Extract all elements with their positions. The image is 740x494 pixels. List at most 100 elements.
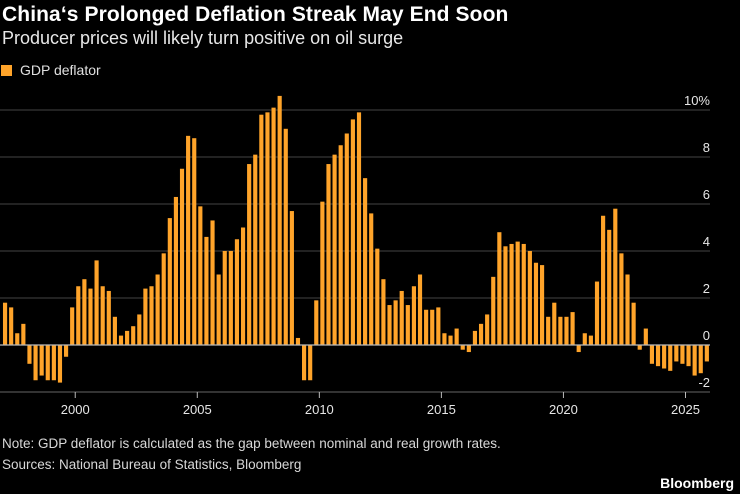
bar [2, 302, 8, 345]
bar [137, 314, 142, 345]
bar [631, 302, 636, 345]
bar [613, 208, 618, 345]
bar [33, 345, 38, 381]
bar [515, 241, 520, 345]
bar [369, 213, 374, 345]
bar [338, 145, 343, 345]
legend: GDP deflator [0, 62, 101, 78]
bar [363, 178, 368, 345]
bar [411, 286, 416, 345]
bar [570, 312, 575, 345]
bar [564, 316, 569, 345]
bar [521, 243, 526, 345]
bar [308, 345, 313, 381]
bar [460, 345, 465, 350]
bar [88, 288, 93, 345]
bar [271, 107, 276, 346]
bloomberg-logo: Bloomberg [660, 475, 734, 491]
bar [704, 345, 709, 362]
bar [497, 232, 502, 345]
bar [247, 164, 252, 345]
bar [39, 345, 44, 376]
bar [533, 262, 539, 345]
bar [503, 246, 508, 345]
bar [686, 345, 691, 367]
bar [70, 307, 75, 345]
bar [45, 345, 50, 381]
bar [198, 206, 203, 345]
bar [125, 330, 130, 345]
y-tick-label: 8 [703, 140, 710, 155]
bars [2, 95, 709, 383]
bar [15, 333, 20, 345]
bar [424, 309, 429, 345]
bar [149, 286, 154, 345]
bar [417, 274, 423, 345]
bar [430, 309, 435, 345]
y-tick-label: 0 [703, 328, 710, 343]
bar [216, 274, 221, 345]
y-tick-label: 4 [703, 234, 710, 249]
bar [576, 345, 581, 353]
x-tick-label: 2025 [671, 402, 700, 417]
bar [662, 345, 667, 369]
bar [173, 196, 178, 345]
bar [192, 138, 197, 345]
bar [332, 154, 337, 345]
bar [302, 345, 307, 381]
bar [283, 128, 288, 345]
bar [509, 243, 514, 345]
bar [619, 253, 624, 345]
bar [289, 211, 294, 345]
bar [643, 328, 648, 345]
bar [588, 335, 593, 345]
bar [601, 215, 606, 345]
bar [161, 253, 166, 345]
bar [607, 229, 612, 345]
legend-label: GDP deflator [20, 62, 101, 78]
bar [259, 114, 264, 345]
bar [546, 316, 551, 345]
y-tick-label: -2 [698, 375, 710, 390]
bar [375, 248, 380, 345]
bar [472, 330, 478, 345]
bar [637, 345, 642, 350]
bar [350, 119, 355, 346]
bar [680, 345, 685, 364]
bar [485, 314, 490, 345]
bar [674, 345, 679, 362]
bar [253, 154, 258, 345]
bar [527, 251, 532, 345]
bar [649, 345, 654, 364]
chart-title: China‘s Prolonged Deflation Streak May E… [2, 3, 509, 26]
bar [540, 265, 545, 345]
bar [143, 288, 148, 345]
bar [204, 236, 209, 345]
axes: -2 0 2 4 6 8 10% 2000 2005 2010 2015 2020 2025 [0, 93, 710, 417]
bar [94, 260, 99, 345]
bar [265, 112, 270, 345]
bar [106, 290, 111, 345]
bar [228, 251, 233, 345]
bar [582, 333, 587, 345]
bar [558, 316, 563, 345]
bar [625, 274, 630, 345]
footnote: Note: GDP deflator is calculated as the … [2, 436, 501, 451]
x-tick-label: 2000 [61, 402, 90, 417]
bar [240, 227, 246, 345]
bar [167, 218, 172, 345]
bar [692, 345, 697, 376]
bar [155, 274, 160, 345]
bar [76, 286, 81, 345]
bar [405, 305, 410, 345]
bar [491, 276, 496, 345]
bar [51, 345, 56, 381]
bar [393, 300, 398, 345]
bar [344, 133, 349, 345]
bar [82, 279, 87, 345]
bar [326, 164, 331, 345]
bar [399, 290, 404, 345]
sources-line: Sources: National Bureau of Statistics, … [2, 457, 302, 472]
bar [356, 112, 362, 345]
